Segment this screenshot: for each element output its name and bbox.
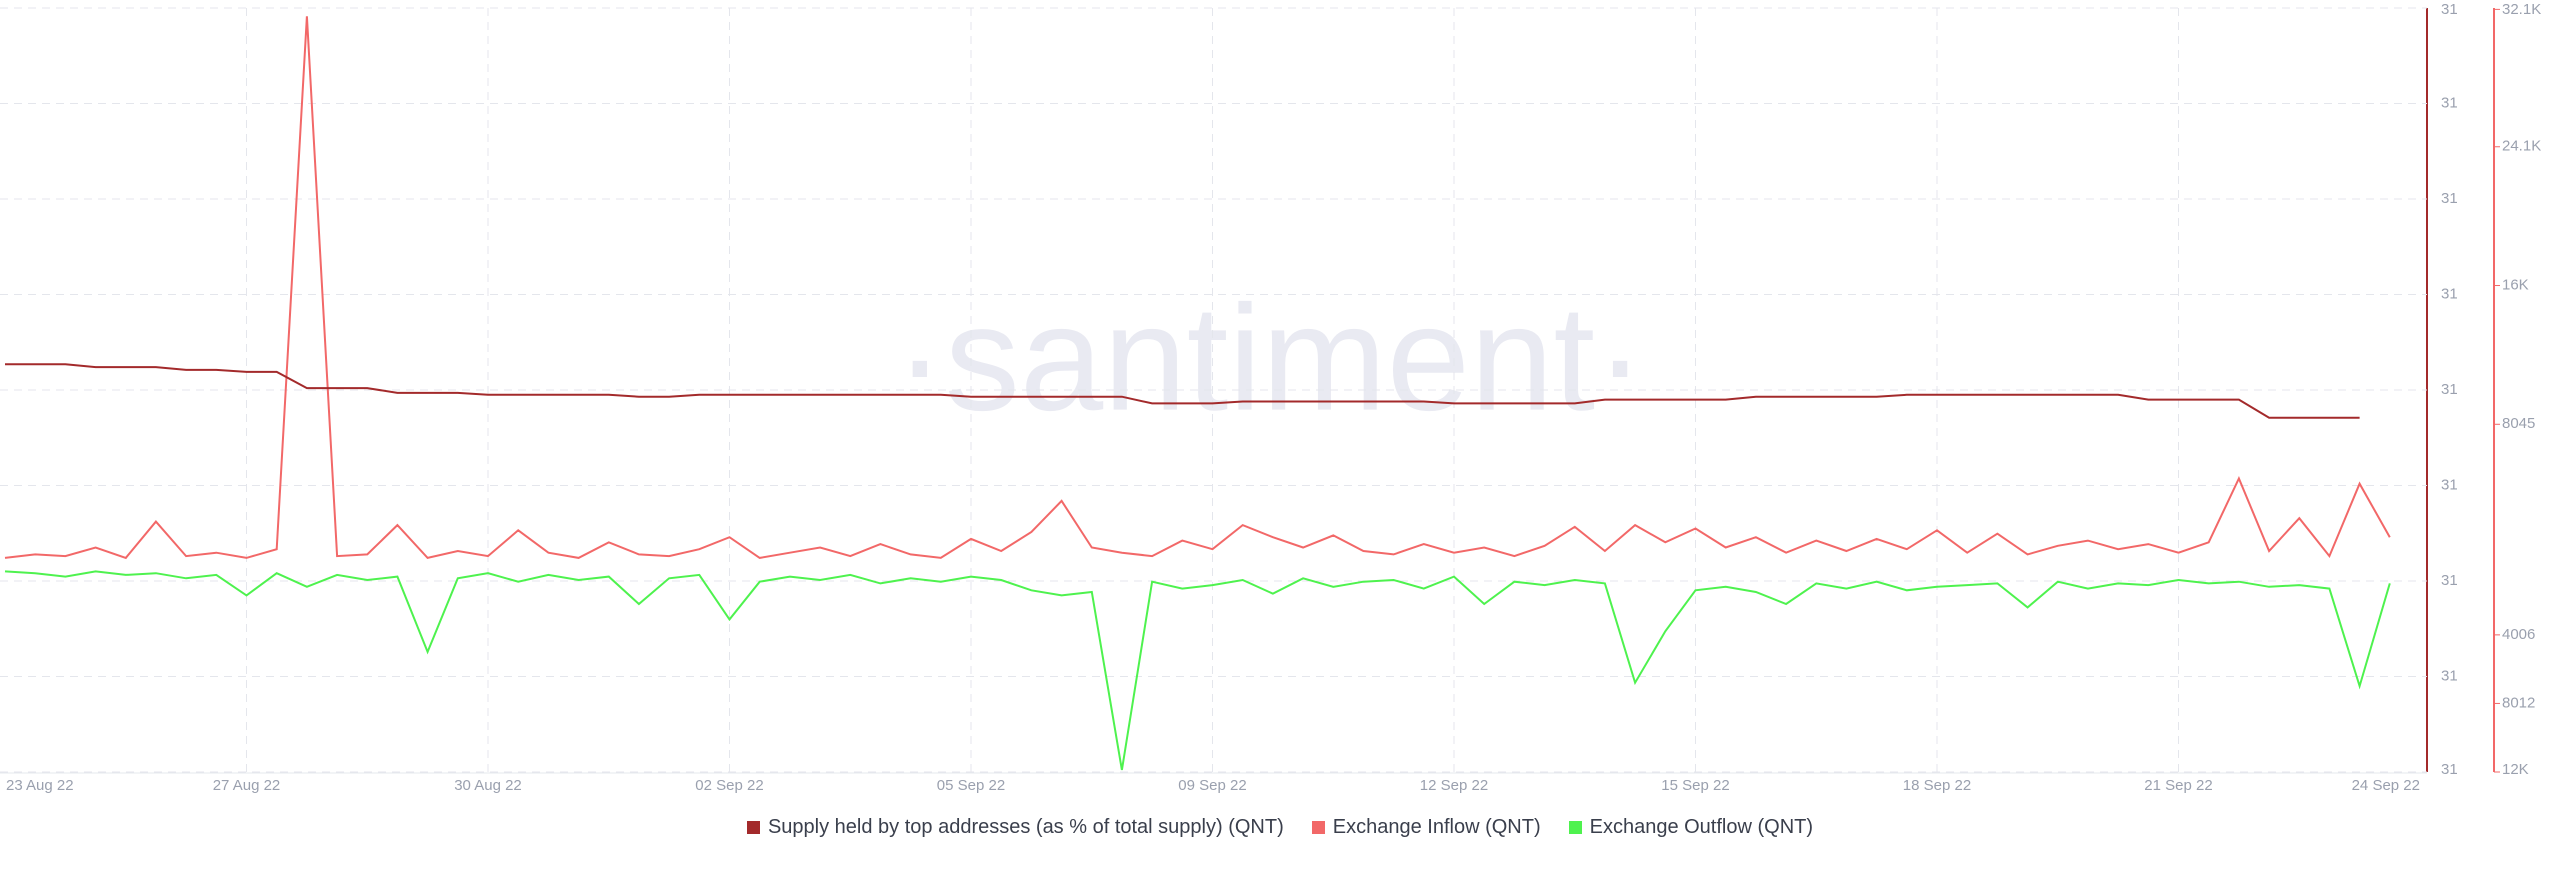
- y-tick-label: 31: [2441, 285, 2458, 302]
- y-tick-label: 31: [2441, 476, 2458, 493]
- legend: Supply held by top addresses (as % of to…: [0, 816, 2560, 839]
- x-tick-label: 23 Aug 22: [6, 777, 74, 794]
- y2-tick-label: 32.1K: [2502, 1, 2541, 18]
- y-tick-label: 31: [2441, 1, 2458, 18]
- y-tick-label: 31: [2441, 94, 2458, 111]
- y-tick-label: 31: [2441, 190, 2458, 207]
- legend-item[interactable]: Exchange Outflow (QNT): [1568, 816, 1814, 839]
- y-tick-label: 31: [2441, 667, 2458, 684]
- y2-tick-label: 24.1K: [2502, 138, 2541, 155]
- legend-swatch: [746, 821, 760, 834]
- x-tick-label: 18 Sep 22: [1903, 777, 1971, 794]
- y2-tick-label: 16K: [2502, 276, 2529, 293]
- legend-label: Exchange Outflow (QNT): [1589, 816, 1814, 838]
- x-tick-label: 24 Sep 22: [2352, 777, 2420, 794]
- legend-label: Supply held by top addresses (as % of to…: [767, 816, 1284, 838]
- x-tick-label: 02 Sep 22: [695, 777, 763, 794]
- legend-item[interactable]: Supply held by top addresses (as % of to…: [746, 816, 1284, 839]
- legend-swatch: [1311, 821, 1325, 834]
- watermark: ·santiment·: [895, 274, 1645, 442]
- y3-tick-label: 8012: [2502, 694, 2535, 711]
- y3-tick-label: 12K: [2502, 761, 2529, 778]
- series-line: [4, 16, 2391, 560]
- y-tick-label: 31: [2441, 381, 2458, 398]
- series-line: [4, 570, 2391, 771]
- legend-swatch: [1568, 821, 1582, 834]
- x-tick-label: 21 Sep 22: [2144, 777, 2212, 794]
- series-line: [5, 363, 2360, 419]
- x-tick-label: 09 Sep 22: [1178, 777, 1246, 794]
- y3-tick-label: 4006: [2502, 626, 2535, 643]
- x-tick-label: 12 Sep 22: [1420, 777, 1488, 794]
- x-tick-label: 15 Sep 22: [1661, 777, 1729, 794]
- x-tick-label: 30 Aug 22: [454, 777, 522, 794]
- x-tick-label: 27 Aug 22: [213, 777, 281, 794]
- legend-item[interactable]: Exchange Inflow (QNT): [1311, 816, 1541, 839]
- legend-label: Exchange Inflow (QNT): [1332, 816, 1541, 838]
- y-tick-label: 31: [2441, 572, 2458, 589]
- y2-tick-label: 8045: [2502, 415, 2535, 432]
- x-tick-label: 05 Sep 22: [937, 777, 1005, 794]
- y-tick-label: 31: [2441, 761, 2458, 778]
